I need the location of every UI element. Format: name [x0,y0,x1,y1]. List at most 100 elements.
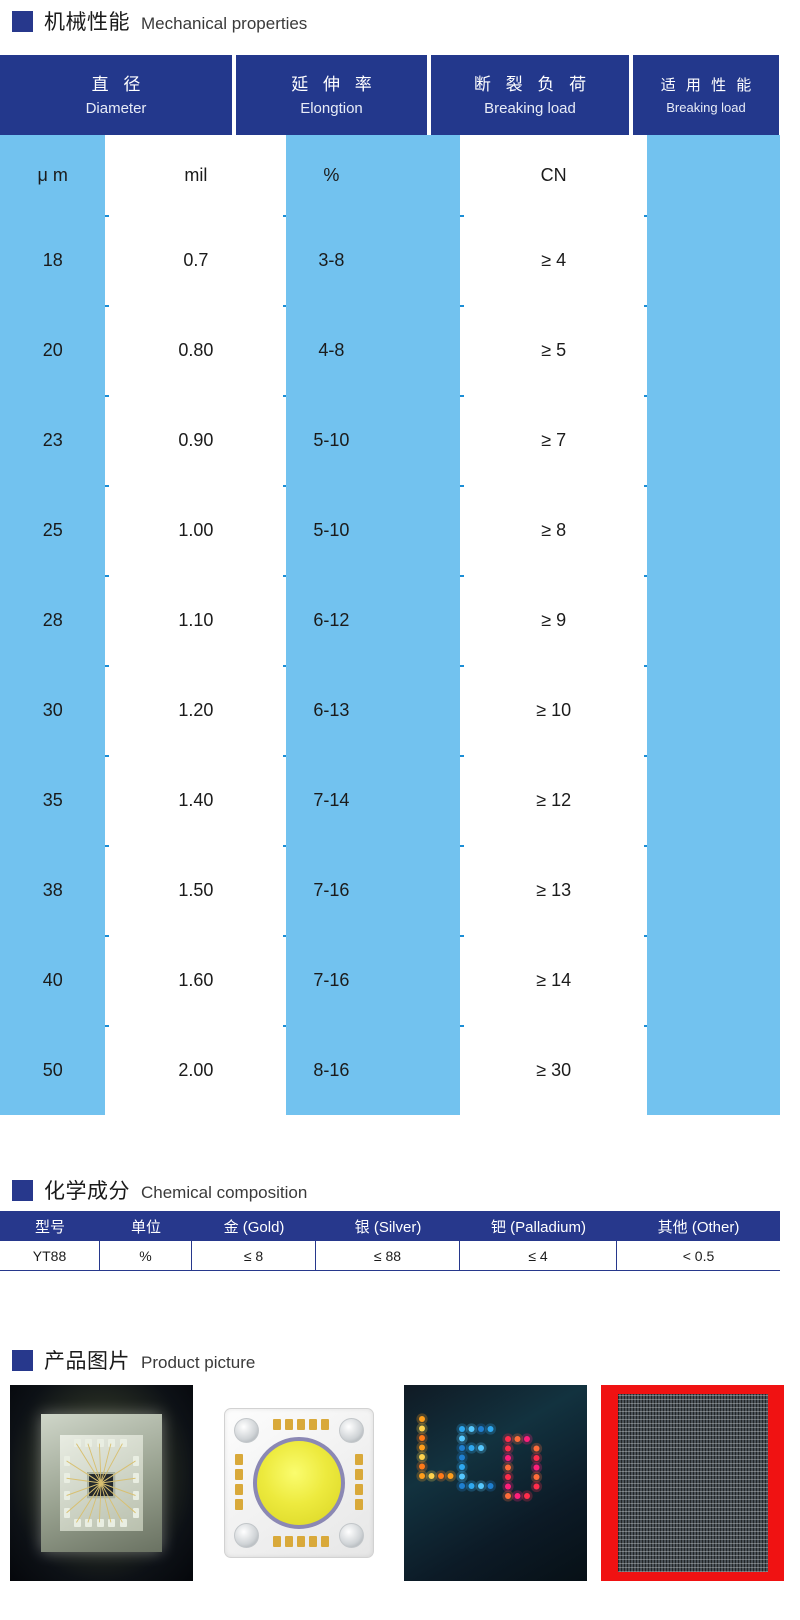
mech-cell-applicable [647,395,781,485]
led-dot [459,1473,465,1480]
led-dot [505,1474,511,1480]
mechanical-heading-cn: 机械性能 [44,11,130,34]
mech-cell-diameter-um: 38 [0,845,106,935]
die-leadframe [41,1414,162,1552]
mechanical-properties-heading: 机械性能 Mechanical properties [0,6,307,36]
column-gap [282,485,287,575]
led-dot [468,1483,475,1489]
mech-cell-elongation-pad [376,845,461,935]
mech-cell-elongation: 7-14 [286,755,377,845]
mech-cell-breaking-load: ≥ 9 [463,575,644,665]
led-dot [505,1464,511,1471]
column-gap [643,215,648,305]
column-gap [282,1025,287,1115]
led-dot [459,1426,465,1432]
led-dot [505,1455,511,1461]
bond-pad [63,1473,71,1483]
column-gap [105,395,110,485]
mech-header-breaking-load-en: Breaking load [484,99,576,117]
chem-header-model: 型号 [34,1218,65,1236]
led-dot [419,1444,425,1451]
chem-cell-palladium: ≤ 4 [460,1241,617,1270]
led-dot [428,1473,435,1479]
mech-cell-applicable [647,665,781,755]
led-dot [505,1493,511,1499]
mech-cell-diameter-mil: 0.90 [109,395,283,485]
led-dot [419,1435,425,1441]
column-gap [282,305,287,395]
mech-cell-elongation: 5-10 [286,485,377,575]
cob-mount-hole [338,1418,364,1443]
table-row: 28 1.10 6-12 ≥ 9 [0,575,781,665]
column-gap [460,845,464,935]
column-gap [282,755,287,845]
mech-unit-breaking-load-cn: CN [463,135,644,215]
mech-cell-elongation: 8-16 [286,1025,377,1115]
mechanical-properties-table: 直 径 Diameter 延 伸 率 Elongtion 断 裂 负 荷 Bre… [0,55,781,1115]
mech-cell-elongation-pad [376,485,461,575]
column-gap [643,665,648,755]
mech-cell-breaking-load: ≥ 30 [463,1025,644,1115]
led-dot [533,1455,540,1461]
cob-mount-hole [233,1523,259,1548]
mech-cell-breaking-load: ≥ 8 [463,485,644,575]
chem-header-palladium: 钯 (Palladium) [490,1218,587,1236]
bond-pad [108,1518,116,1528]
mech-cell-elongation: 6-12 [286,575,377,665]
led-dot [487,1426,494,1432]
bond-wires [66,1443,137,1523]
mech-cell-elongation-pad [376,305,461,395]
led-dot [478,1426,484,1432]
mech-unit-diameter-um: μ m [0,135,106,215]
column-gap [105,575,110,665]
mech-cell-breaking-load: ≥ 7 [463,395,644,485]
chem-header-unit: 单位 [130,1218,161,1236]
mech-cell-elongation-pad [376,215,461,305]
mech-cell-diameter-mil: 0.80 [109,305,283,395]
mech-cell-diameter-um: 28 [0,575,106,665]
led-dot [533,1464,540,1471]
led-sign-photo [404,1385,587,1581]
bond-pad [73,1518,81,1528]
led-dot [533,1483,540,1490]
led-dot [514,1436,521,1442]
column-gap [105,485,110,575]
mech-table-unit-row: μ m mil % CN [0,135,781,215]
chemical-heading-en: Chemical composition [141,1183,308,1202]
led-dot [505,1483,511,1490]
led-dot [468,1426,475,1432]
chem-cell-silver: ≤ 88 [316,1241,460,1270]
led-dot [524,1436,530,1442]
mechanical-heading-en: Mechanical properties [141,14,308,33]
led-dot [419,1425,425,1432]
cob-phosphor-dome [252,1437,345,1529]
mech-cell-breaking-load: ≥ 12 [463,755,644,845]
mech-cell-applicable [647,1025,781,1115]
mech-header-breaking-load: 断 裂 负 荷 Breaking load [431,55,629,135]
column-gap [282,665,287,755]
column-gap [105,845,110,935]
mech-header-diameter-cn: 直 径 [91,75,146,94]
column-gap [105,215,110,305]
mech-cell-diameter-um: 50 [0,1025,106,1115]
mech-cell-diameter-mil: 0.7 [109,215,283,305]
column-gap [282,845,287,935]
blue-square-marker-icon [12,1350,33,1371]
bond-pad [96,1518,104,1528]
chem-cell-model: YT88 [0,1241,100,1270]
column-gap [643,485,648,575]
mech-unit-elongation-pad [376,135,461,215]
led-dot [524,1493,530,1499]
die-cavity [60,1434,143,1531]
led-dot [514,1493,521,1499]
column-gap [460,665,464,755]
column-gap [460,135,464,215]
column-gap [105,935,110,1025]
mech-header-applicable-performance: 适 用 性 能 Breaking load [633,55,779,135]
mech-cell-diameter-mil: 1.50 [109,845,283,935]
led-dot [459,1464,465,1470]
bond-pad [63,1490,71,1501]
product-picture-gallery [10,1385,800,1581]
mech-header-diameter-en: Diameter [85,99,147,117]
cob-mount-hole [233,1418,259,1443]
